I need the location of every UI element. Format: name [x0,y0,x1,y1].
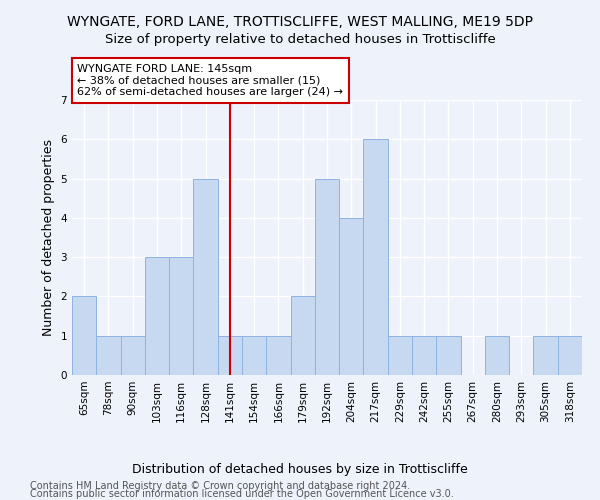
Bar [388,336,412,375]
Text: Distribution of detached houses by size in Trottiscliffe: Distribution of detached houses by size … [132,462,468,475]
Bar [242,336,266,375]
Bar [145,257,169,375]
Text: Contains HM Land Registry data © Crown copyright and database right 2024.: Contains HM Land Registry data © Crown c… [30,481,410,491]
Bar [266,336,290,375]
Bar [218,336,242,375]
Bar [436,336,461,375]
Bar [533,336,558,375]
Bar [72,296,96,375]
Text: WYNGATE FORD LANE: 145sqm
← 38% of detached houses are smaller (15)
62% of semi-: WYNGATE FORD LANE: 145sqm ← 38% of detac… [77,64,343,97]
Bar [339,218,364,375]
Bar [485,336,509,375]
Bar [558,336,582,375]
Bar [193,178,218,375]
Bar [169,257,193,375]
Bar [121,336,145,375]
Text: Contains public sector information licensed under the Open Government Licence v3: Contains public sector information licen… [30,489,454,499]
Text: WYNGATE, FORD LANE, TROTTISCLIFFE, WEST MALLING, ME19 5DP: WYNGATE, FORD LANE, TROTTISCLIFFE, WEST … [67,15,533,29]
Text: Size of property relative to detached houses in Trottiscliffe: Size of property relative to detached ho… [104,32,496,46]
Bar [364,140,388,375]
Bar [96,336,121,375]
Bar [412,336,436,375]
Bar [290,296,315,375]
Y-axis label: Number of detached properties: Number of detached properties [42,139,55,336]
Bar [315,178,339,375]
